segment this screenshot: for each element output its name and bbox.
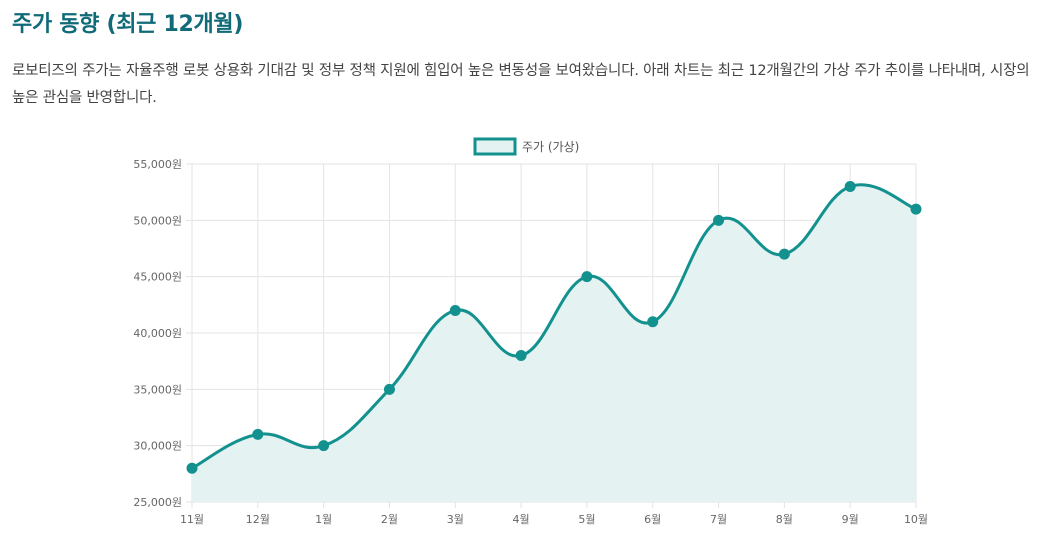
y-tick-label: 45,000원 xyxy=(133,271,182,284)
data-point[interactable] xyxy=(581,271,593,283)
y-tick-label: 30,000원 xyxy=(133,440,182,453)
series-points-layer xyxy=(186,181,922,474)
x-tick-label: 11월 xyxy=(180,513,204,526)
y-tick-label: 35,000원 xyxy=(133,383,182,396)
x-tick-label: 7월 xyxy=(710,513,727,526)
data-point[interactable] xyxy=(449,304,461,316)
y-tick-label: 40,000원 xyxy=(133,327,182,340)
series-area-fill xyxy=(192,184,916,502)
legend-label[interactable]: 주가 (가상) xyxy=(522,140,579,154)
chart-legend[interactable]: 주가 (가상) xyxy=(473,137,579,156)
page-description: 로보티즈의 주가는 자율주행 로봇 상용화 기대감 및 정부 정책 지원에 힘입… xyxy=(12,63,1030,106)
data-point[interactable] xyxy=(647,316,659,328)
data-point[interactable] xyxy=(318,440,330,452)
legend-swatch[interactable] xyxy=(473,137,517,156)
data-point[interactable] xyxy=(778,248,790,260)
x-tick-label: 5월 xyxy=(578,513,595,526)
y-axis: 25,000원 30,000원 35,000원 40,000원 45,000원 50,00… xyxy=(133,158,182,509)
data-point[interactable] xyxy=(713,214,725,226)
y-tick-label: 55,000원 xyxy=(133,158,182,171)
x-tick-label: 4월 xyxy=(513,513,530,526)
y-tick-label: 50,000원 xyxy=(133,214,182,227)
x-axis: 11월 12월 1월 2월 3월 4월 5월 6월 7월 8월 9월 10월 xyxy=(180,513,928,526)
x-tick-label: 12월 xyxy=(246,513,270,526)
x-tick-label: 10월 xyxy=(904,513,928,526)
x-tick-label: 2월 xyxy=(381,513,398,526)
x-tick-label: 8월 xyxy=(776,513,793,526)
data-point[interactable] xyxy=(383,383,395,395)
x-tick-label: 6월 xyxy=(644,513,661,526)
x-tick-label: 3월 xyxy=(447,513,464,526)
data-point[interactable] xyxy=(844,181,856,193)
series-area-layer xyxy=(191,183,917,502)
data-point[interactable] xyxy=(515,350,527,362)
x-tick-label: 1월 xyxy=(315,513,332,526)
data-point[interactable] xyxy=(186,462,198,474)
data-point[interactable] xyxy=(910,203,922,215)
y-tick-label: 25,000원 xyxy=(133,496,182,509)
page-title: 주가 동향 (최근 12개월) xyxy=(12,12,244,37)
data-point[interactable] xyxy=(252,428,264,440)
x-tick-label: 9월 xyxy=(842,513,859,526)
